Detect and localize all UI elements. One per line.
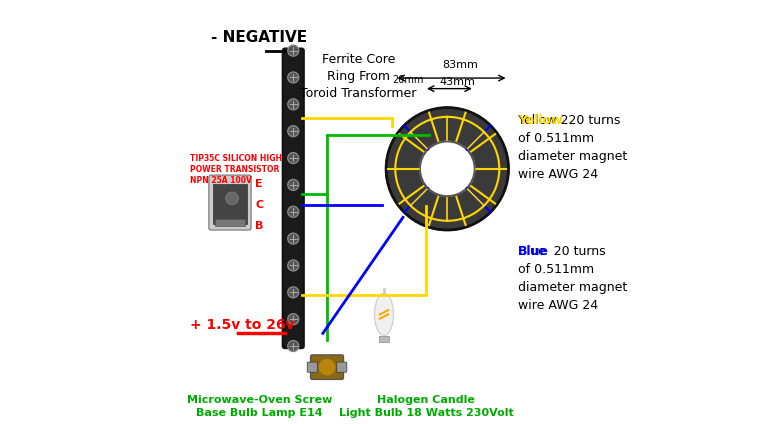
Circle shape xyxy=(288,340,299,351)
Circle shape xyxy=(288,126,299,137)
Circle shape xyxy=(288,45,299,56)
FancyBboxPatch shape xyxy=(310,355,343,379)
Text: Blue: Blue xyxy=(518,245,549,258)
Bar xyxy=(215,220,245,226)
Bar xyxy=(379,335,389,342)
Text: + 1.5v to 26v: + 1.5v to 26v xyxy=(190,318,294,332)
Text: B: B xyxy=(255,221,263,231)
Text: - NEGATIVE: - NEGATIVE xyxy=(211,31,307,45)
Circle shape xyxy=(319,360,335,375)
Text: Ferrite Core
Ring From
Toroid Transformer: Ferrite Core Ring From Toroid Transforme… xyxy=(300,53,417,100)
Text: C: C xyxy=(255,200,263,210)
Circle shape xyxy=(288,260,299,271)
Text: TIP35C SILICON HIGH
POWER TRANSISTOR
NPN 25A 100V: TIP35C SILICON HIGH POWER TRANSISTOR NPN… xyxy=(190,154,282,185)
Text: Microwave-Oven Screw
Base Bulb Lamp E14: Microwave-Oven Screw Base Bulb Lamp E14 xyxy=(187,395,333,418)
Circle shape xyxy=(288,153,299,164)
FancyBboxPatch shape xyxy=(283,48,304,348)
Text: Yellow: Yellow xyxy=(518,114,563,127)
FancyBboxPatch shape xyxy=(209,175,251,230)
Circle shape xyxy=(288,206,299,217)
Circle shape xyxy=(288,179,299,190)
Text: 43mm: 43mm xyxy=(440,76,476,86)
Ellipse shape xyxy=(375,293,393,335)
Text: Yellow 220 turns
of 0.511mm
diameter magnet
wire AWG 24: Yellow 220 turns of 0.511mm diameter mag… xyxy=(518,114,627,181)
FancyBboxPatch shape xyxy=(336,362,347,372)
Text: E: E xyxy=(255,179,263,189)
Circle shape xyxy=(288,287,299,298)
Bar xyxy=(213,184,247,224)
Text: Halogen Candle
Light Bulb 18 Watts 230Volt: Halogen Candle Light Bulb 18 Watts 230Vo… xyxy=(339,395,514,418)
Circle shape xyxy=(288,72,299,83)
Circle shape xyxy=(420,141,475,196)
Text: 83mm: 83mm xyxy=(442,60,478,70)
Circle shape xyxy=(386,108,508,230)
Text: Blue  20 turns
of 0.511mm
diameter magnet
wire AWG 24: Blue 20 turns of 0.511mm diameter magnet… xyxy=(518,245,627,312)
FancyBboxPatch shape xyxy=(307,362,317,372)
Circle shape xyxy=(226,192,238,205)
Circle shape xyxy=(288,99,299,110)
Circle shape xyxy=(288,233,299,244)
Circle shape xyxy=(288,314,299,325)
Text: 20mm: 20mm xyxy=(392,75,424,85)
